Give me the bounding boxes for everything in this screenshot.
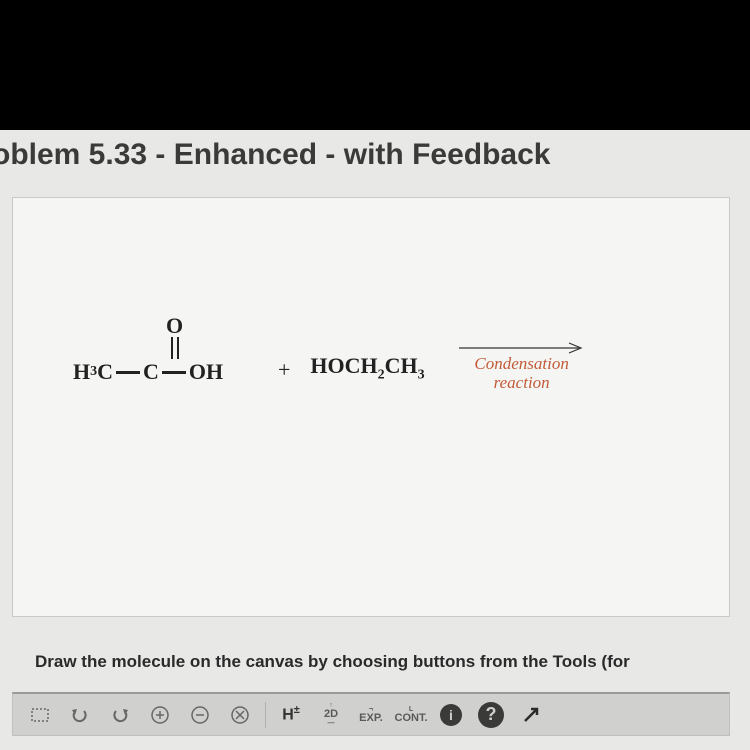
reaction-arrow-group: Condensation reaction	[457, 340, 587, 393]
redo-button[interactable]	[101, 698, 139, 732]
problem-title: oblem 5.33 - Enhanced - with Feedback	[0, 130, 750, 197]
zoom-in-button[interactable]	[141, 698, 179, 732]
oxygen-atom: O	[166, 313, 183, 339]
reactant-2: HOCH2CH3	[310, 353, 424, 393]
reactant-1-chain: H3C C OH	[73, 359, 223, 385]
reactant-1: O H3C C OH	[73, 313, 258, 393]
subscript-3: 3	[90, 364, 97, 380]
reaction-panel: O H3C C OH + HOCH2CH3	[12, 197, 730, 617]
info-button[interactable]: i	[432, 698, 470, 732]
instruction-text: Draw the molecule on the canvas by choos…	[35, 652, 750, 672]
help-button[interactable]: ?	[472, 698, 510, 732]
oh-group: OH	[189, 359, 223, 385]
toolbar-separator	[265, 702, 266, 728]
view-2d-button[interactable]: ↑ 2D —	[312, 698, 350, 732]
arrow-label-line2: reaction	[457, 373, 587, 393]
plus-sign: +	[268, 357, 300, 393]
single-bond	[116, 371, 140, 374]
undo-button[interactable]	[61, 698, 99, 732]
arrow-label-line1: Condensation	[457, 354, 587, 374]
exp-button[interactable]: ¬ EXP.	[352, 698, 390, 732]
help-icon: ?	[478, 702, 504, 728]
erase-button[interactable]	[221, 698, 259, 732]
marquee-tool-button[interactable]	[21, 698, 59, 732]
single-bond	[162, 371, 186, 374]
reaction-equation: O H3C C OH + HOCH2CH3	[73, 313, 699, 393]
h-atom: H	[73, 359, 90, 385]
expand-button[interactable]	[512, 698, 550, 732]
page-content: oblem 5.33 - Enhanced - with Feedback O …	[0, 130, 750, 750]
arrow-label: Condensation reaction	[457, 354, 587, 393]
c-atom: C	[97, 359, 113, 385]
c-atom-center: C	[143, 359, 159, 385]
double-bond	[170, 337, 180, 359]
drawing-toolbar: H± ↑ 2D — ¬ EXP. L CONT. i ?	[12, 692, 730, 736]
hydrogen-button[interactable]: H±	[272, 698, 310, 732]
zoom-out-button[interactable]	[181, 698, 219, 732]
info-icon: i	[440, 704, 462, 726]
cont-button[interactable]: L CONT.	[392, 698, 430, 732]
